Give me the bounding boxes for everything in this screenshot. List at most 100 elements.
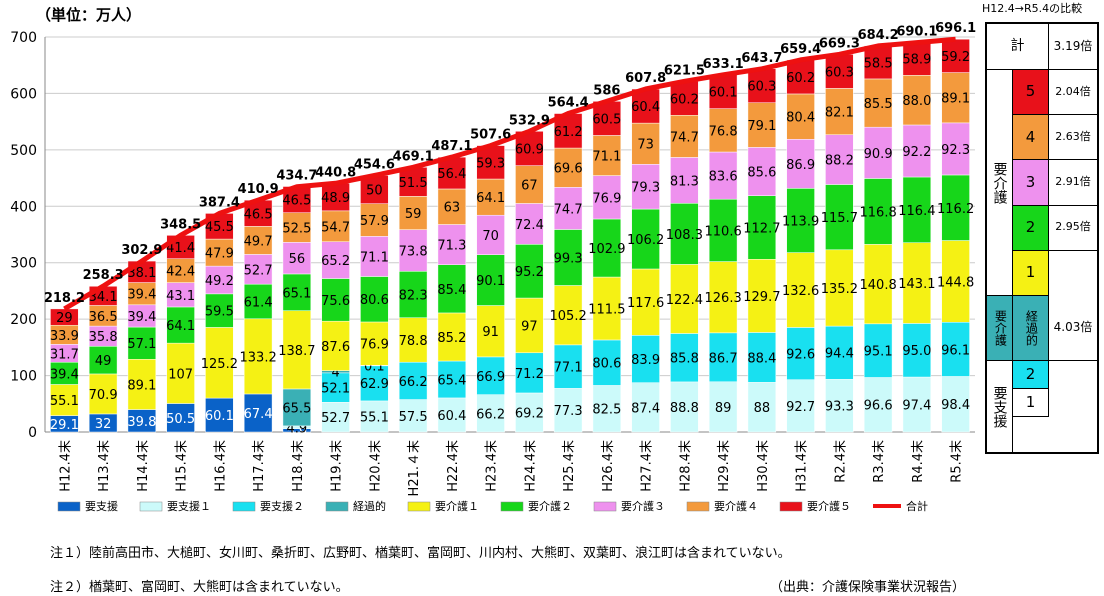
data-label: 115.7	[821, 211, 858, 226]
bar-segment	[360, 400, 389, 433]
total-label: 387.4	[199, 195, 240, 210]
data-label: 60.3	[747, 80, 776, 95]
total-label: 643.7	[741, 51, 782, 66]
data-label: 64.1	[166, 319, 195, 334]
total-label: 607.8	[625, 71, 666, 86]
data-label: 82.1	[825, 106, 854, 121]
data-label: 76.9	[360, 338, 389, 353]
bar-segment	[321, 320, 350, 371]
data-label: 89.1	[127, 378, 156, 393]
legend-swatch	[139, 501, 163, 512]
bar-segment	[50, 384, 79, 416]
data-label: 4	[331, 366, 339, 381]
data-label: 108.3	[666, 228, 703, 243]
bar-segment	[786, 59, 815, 95]
bar-segment	[902, 41, 932, 76]
data-label: 29	[56, 311, 73, 326]
bar-segment	[670, 81, 699, 116]
data-label: 116.8	[860, 205, 897, 220]
data-label: 97.4	[902, 399, 931, 414]
bar-segment	[205, 327, 234, 399]
data-label: 99.3	[554, 251, 583, 266]
data-label: 82.3	[399, 289, 428, 304]
data-label: 89.1	[941, 92, 970, 107]
bar-segment	[127, 326, 157, 360]
care-level-5: 1	[1013, 250, 1049, 296]
data-label: 116.4	[898, 204, 935, 219]
data-label: 56.4	[437, 167, 466, 182]
data-label: 80.6	[592, 357, 621, 372]
data-label: 41.4	[166, 241, 195, 256]
data-label: 59.2	[941, 50, 970, 65]
total-label: 621.5	[664, 63, 705, 78]
bar-segment	[476, 178, 505, 216]
bar-segment	[515, 165, 544, 204]
data-label: 85.2	[437, 331, 466, 346]
bar-segment	[863, 178, 893, 245]
bar-segment	[243, 393, 273, 433]
data-label: 79.3	[631, 181, 660, 196]
bar-segment	[825, 88, 854, 135]
data-label: 35.8	[89, 330, 118, 345]
bar-segment	[631, 208, 660, 270]
data-label: 65.2	[321, 254, 350, 269]
x-tick-label: H24.4末	[523, 440, 538, 492]
bar-segment	[282, 212, 312, 243]
y-tick-label: 300	[10, 256, 37, 272]
data-label: 39.4	[127, 310, 156, 325]
data-label: 95.1	[864, 345, 893, 360]
data-label: 76.9	[592, 191, 621, 206]
bar-segment	[941, 321, 970, 377]
total-label: 434.7	[276, 169, 317, 184]
data-label: 58.9	[902, 53, 931, 68]
data-label: 65.4	[437, 373, 466, 388]
transitional-group-label: 要介護	[987, 296, 1013, 361]
data-label: 54.7	[321, 220, 350, 235]
x-tick-label: R3.4末	[872, 440, 887, 483]
data-label: 63	[444, 201, 461, 216]
total-label: 440.8	[315, 165, 356, 180]
bar-segment	[515, 352, 544, 394]
bar-segment	[282, 242, 312, 275]
legend-label: 要介護４	[714, 499, 758, 513]
bar-segment	[321, 372, 350, 403]
bar-segment	[476, 145, 505, 180]
bar-segment	[631, 88, 660, 124]
legend-swatch	[232, 501, 256, 512]
y-tick-label: 500	[10, 143, 37, 159]
data-label: 66.9	[476, 370, 505, 385]
bar-segment	[863, 126, 893, 179]
bar-segment	[476, 394, 505, 433]
bar-segment	[321, 183, 350, 212]
data-label: 92.2	[902, 145, 931, 160]
bar-segment	[437, 264, 467, 314]
data-label: 111.5	[588, 303, 625, 318]
bar-segment	[321, 278, 350, 322]
care-value-3: 2.91倍	[1049, 160, 1097, 206]
data-label: 60.4	[631, 100, 660, 115]
bar-segment	[282, 310, 312, 390]
data-label: 52.7	[244, 263, 273, 278]
care-level-2: 4	[1013, 115, 1049, 161]
bar-segment	[747, 382, 777, 433]
data-label: 56	[289, 252, 306, 267]
data-label: 66.2	[399, 375, 428, 390]
bar-segment	[747, 332, 777, 383]
x-tick-label: H27.4末	[640, 440, 655, 492]
support-level-1: 2	[1013, 361, 1049, 389]
data-label: 129.7	[743, 290, 780, 305]
data-label: 38.1	[127, 266, 156, 281]
bar-segment	[941, 122, 970, 176]
data-label: 94.4	[825, 347, 854, 362]
data-label: 87.6	[321, 340, 350, 355]
total-label: 684.2	[858, 28, 899, 43]
bar-segment	[515, 392, 544, 433]
data-label: 64.1	[476, 191, 505, 206]
bar-segment	[398, 317, 428, 363]
data-label: 50	[366, 184, 383, 199]
data-label: 66.2	[476, 407, 505, 422]
source-note: （出典：介護保険事業状況報告）	[770, 580, 966, 595]
data-label: 117.6	[627, 296, 664, 311]
data-label: 88	[754, 401, 771, 416]
bar-segment	[515, 297, 544, 354]
